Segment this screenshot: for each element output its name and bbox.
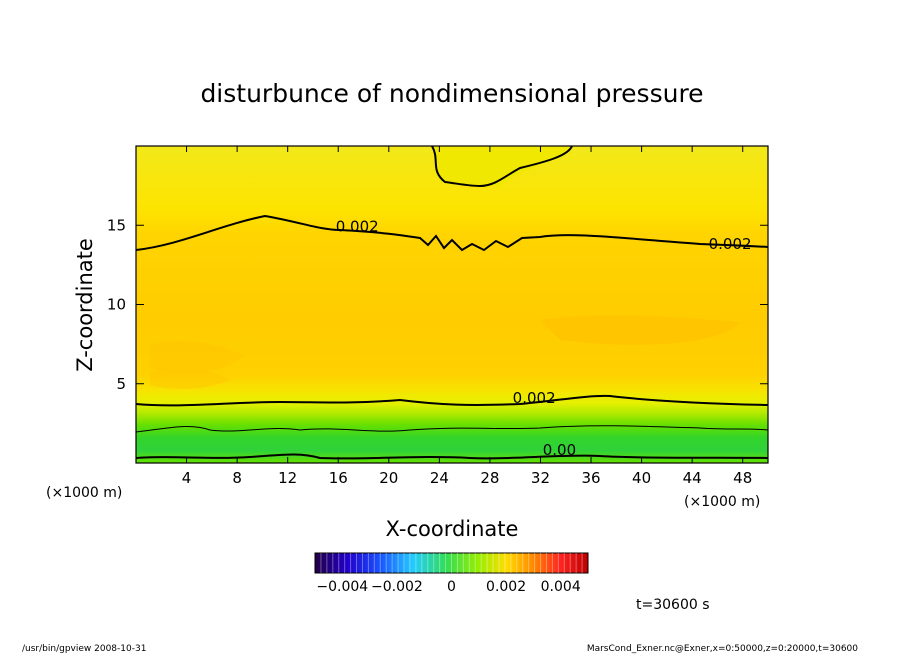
chart-title: disturbunce of nondimensional pressure (200, 79, 703, 108)
colorbar-tick-label: 0 (447, 579, 456, 595)
x-tick-label: 12 (278, 469, 297, 487)
colorbar-tick-label: −0.004 (316, 579, 368, 595)
colorbar-bar (314, 552, 589, 574)
y-tick-label: 15 (107, 216, 126, 234)
x-axis-title: X-coordinate (386, 517, 519, 541)
heatmap-field (136, 146, 768, 463)
colorbar-tick-label: 0.004 (541, 579, 581, 595)
x-tick-label: 40 (632, 469, 651, 487)
y-tick-label: 5 (116, 375, 126, 393)
x-axis-ticks: 4 8 12 16 20 24 28 32 36 40 44 48 (182, 146, 752, 487)
x-unit-label-right: (×1000 m) (684, 494, 760, 510)
footer-right: MarsCond_Exner.nc@Exner,x=0:50000,z=0:20… (587, 644, 858, 654)
x-unit-label-left: (×1000 m) (46, 485, 122, 501)
y-axis-ticks: 5 10 15 (107, 216, 768, 393)
x-tick-label: 24 (430, 469, 449, 487)
footer-left: /usr/bin/gpview 2008-10-31 (22, 644, 146, 654)
contour-label: 0.002 (513, 389, 556, 407)
plot-area (136, 146, 768, 463)
contour-lines (135, 145, 769, 460)
colorbar: −0.004 −0.002 0 0.002 0.004 (314, 552, 589, 595)
y-axis-title: Z-coordinate (73, 238, 97, 372)
colorbar-tick-label: 0.002 (486, 579, 526, 595)
contour-label: 0.002 (709, 235, 752, 253)
x-tick-label: 20 (379, 469, 398, 487)
heatmap-patch (540, 315, 740, 345)
x-tick-label: 32 (531, 469, 550, 487)
heatmap-patch (150, 340, 245, 374)
x-tick-label: 48 (733, 469, 752, 487)
colorbar-tick-label: −0.002 (371, 579, 423, 595)
time-label: t=30600 s (636, 597, 710, 613)
contour-line (135, 394, 769, 407)
colorbar-stripes (320, 553, 583, 573)
heatmap-patch (430, 146, 570, 187)
contour-label: 0.00 (543, 441, 576, 459)
contour-line (135, 425, 769, 433)
contour-label: 0.002 (336, 218, 379, 236)
contour-labels: 0.002 0.002 0.002 0.00 (336, 218, 752, 459)
contour-line (431, 145, 573, 188)
x-tick-label: 28 (480, 469, 499, 487)
contour-line (135, 214, 769, 252)
colorbar-ticks: −0.004 −0.002 0 0.002 0.004 (316, 579, 580, 595)
x-tick-label: 4 (182, 469, 192, 487)
x-tick-label: 8 (232, 469, 242, 487)
contour-line (135, 453, 769, 460)
x-tick-label: 44 (683, 469, 702, 487)
heatmap-patch (150, 368, 230, 389)
x-tick-label: 36 (581, 469, 600, 487)
x-tick-label: 16 (329, 469, 348, 487)
y-tick-label: 10 (107, 296, 126, 314)
